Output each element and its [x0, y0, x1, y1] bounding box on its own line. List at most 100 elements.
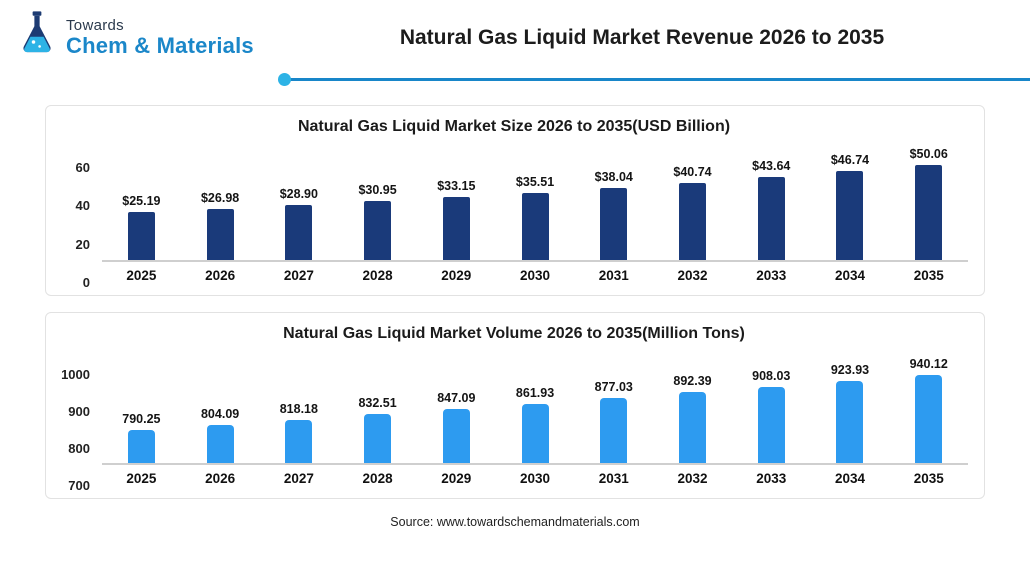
- x-tick-label: 2032: [677, 268, 708, 283]
- bar: [600, 187, 628, 260]
- x-tick-label: 2035: [913, 471, 944, 486]
- bar-value-label: $33.15: [437, 179, 476, 194]
- y-tick-label: 1000: [61, 367, 90, 382]
- divider: [278, 73, 1030, 86]
- chart-body: 1000 900 800 700 790.25 804.09 818.18 832.51 84…: [60, 353, 968, 493]
- x-tick-label: 2031: [598, 471, 629, 486]
- y-tick-label: 40: [75, 198, 90, 214]
- bar-column: $33.15: [417, 146, 496, 260]
- x-tick-label: 2033: [756, 268, 787, 283]
- x-tick-label: 2033: [756, 471, 787, 486]
- bar: [757, 177, 785, 260]
- bar: [521, 403, 549, 463]
- bar-column: 804.09: [181, 353, 260, 463]
- bar-value-label: 847.09: [437, 391, 476, 406]
- x-tick-label: 2034: [834, 268, 865, 283]
- bar-column: $43.64: [732, 146, 811, 260]
- bar: [915, 374, 943, 463]
- bar-value-label: $30.95: [358, 183, 397, 198]
- bar: [442, 409, 470, 463]
- bar-value-label: $26.98: [200, 190, 240, 205]
- brand-text: Towards Chem & Materials: [66, 18, 254, 57]
- x-tick-label: 2027: [283, 268, 314, 283]
- bar-value-label: $38.04: [594, 169, 633, 184]
- header: Towards Chem & Materials Natural Gas Liq…: [0, 0, 1030, 72]
- bar-value-label: 940.12: [909, 356, 948, 371]
- x-tick-label: 2025: [126, 471, 157, 486]
- bar-value-label: 818.18: [279, 401, 318, 416]
- bar-column: 832.51: [338, 353, 417, 463]
- bar-column: $46.74: [811, 146, 890, 260]
- x-tick-label: 2035: [913, 268, 944, 283]
- bar-column: $40.74: [653, 146, 732, 260]
- bar: [127, 212, 155, 260]
- bar: [757, 386, 785, 463]
- x-tick-label: 2028: [362, 268, 393, 283]
- bar-column: 818.18: [259, 353, 338, 463]
- brand-name-top: Towards: [66, 17, 124, 35]
- bar-value-label: $46.74: [830, 153, 870, 168]
- x-tick-label: 2029: [441, 268, 472, 283]
- x-tick-label: 2026: [205, 268, 236, 283]
- y-tick-label: 700: [68, 478, 90, 493]
- bar-column: 861.93: [496, 353, 575, 463]
- bar-column: 892.39: [653, 353, 732, 463]
- bar: [521, 192, 549, 260]
- y-axis: 1000 900 800 700: [60, 367, 102, 493]
- x-tick-label: 2030: [520, 268, 551, 283]
- x-axis: 2025 2026 2027 2028 2029 2030 2031 2032 2033 2034…: [102, 471, 968, 486]
- bar-value-label: $50.06: [909, 146, 948, 161]
- plot-wrap: $25.19 $26.98 $28.90 $30.95 $33.15 $35.51 $38.…: [102, 146, 968, 283]
- bar: [206, 208, 234, 260]
- brand-name-bottom: Chem & Materials: [66, 32, 254, 58]
- bar-column: $25.19: [102, 146, 181, 260]
- bar-value-label: 804.09: [200, 406, 240, 421]
- market-volume-chart-panel: Natural Gas Liquid Market Volume 2026 to…: [45, 312, 985, 499]
- bar-value-label: $28.90: [279, 187, 318, 202]
- bar-value-label: 908.03: [752, 368, 791, 383]
- chart-title-market-size: Natural Gas Liquid Market Size 2026 to 2…: [297, 118, 731, 135]
- flask-icon: [16, 10, 58, 65]
- bar: [600, 398, 628, 463]
- bar: [364, 201, 392, 260]
- bar: [285, 419, 313, 463]
- bar-column: $28.90: [259, 146, 338, 260]
- chart-title-market-volume: Natural Gas Liquid Market Volume 2026 to…: [283, 325, 745, 342]
- market-size-chart-panel: Natural Gas Liquid Market Size 2026 to 2…: [45, 105, 985, 296]
- bar-value-label: 892.39: [673, 374, 712, 389]
- x-tick-label: 2032: [677, 471, 708, 486]
- y-tick-label: 20: [75, 236, 90, 252]
- y-tick-label: 900: [68, 404, 90, 419]
- bar-column: 940.12: [889, 353, 968, 463]
- bar: [364, 414, 392, 463]
- bar-column: $30.95: [338, 146, 417, 260]
- bar: [442, 197, 470, 260]
- bar-value-label: $35.51: [515, 174, 555, 189]
- x-tick-label: 2027: [283, 471, 314, 486]
- bar-value-label: $25.19: [122, 194, 161, 209]
- divider-dot: [278, 73, 291, 86]
- x-tick-label: 2034: [834, 471, 865, 486]
- bar-value-label: 861.93: [515, 385, 555, 400]
- x-tick-label: 2031: [598, 268, 629, 283]
- footer: Source: www.towardschemandmaterials.com: [0, 515, 1030, 529]
- bar: [915, 164, 943, 260]
- bar-value-label: 877.03: [594, 380, 633, 395]
- plot-wrap: 790.25 804.09 818.18 832.51 847.09 861.93 877.…: [102, 353, 968, 486]
- x-tick-label: 2026: [205, 471, 236, 486]
- y-axis: 60 40 20 0: [60, 160, 102, 290]
- plot-area: 790.25 804.09 818.18 832.51 847.09 861.93 877.…: [102, 353, 968, 465]
- plot-area: $25.19 $26.98 $28.90 $30.95 $33.15 $35.51 $38.…: [102, 146, 968, 262]
- bar-column: $50.06: [889, 146, 968, 260]
- y-tick-label: 800: [68, 441, 90, 456]
- x-axis: 2025 2026 2027 2028 2029 2030 2031 2032 2033 2034…: [102, 268, 968, 283]
- page-title: Natural Gas Liquid Market Revenue 2026 t…: [399, 26, 885, 49]
- bar-column: 923.93: [811, 353, 890, 463]
- chart-body: 60 40 20 0 $25.19 $26.98 $28.90 $30.95 $33.15 $3…: [60, 146, 968, 290]
- bar: [285, 205, 313, 260]
- x-tick-label: 2030: [520, 471, 551, 486]
- bar: [836, 380, 864, 463]
- y-tick-label: 0: [82, 274, 90, 290]
- x-tick-label: 2028: [362, 471, 393, 486]
